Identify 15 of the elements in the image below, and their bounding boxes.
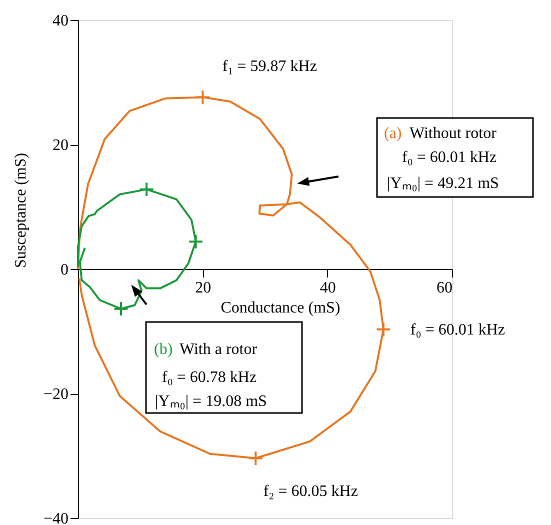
x-tick-label: 20 — [195, 280, 212, 296]
annotation: (b) With a rotor f₀ = 60.78 kHz |Yₘ₀| = 19.08 mS — [154, 341, 267, 410]
annotation: f₂ = 60.05 kHz — [263, 483, 358, 500]
x-tick-label: 40 — [320, 280, 336, 296]
y-tick-label: −20 — [43, 386, 68, 403]
y-axis-title: Susceptance (mS) — [12, 152, 30, 268]
x-axis-title: Conductance (mS) — [220, 300, 340, 316]
y-tick-label: 20 — [52, 137, 68, 154]
y-tick-label: 40 — [52, 12, 68, 30]
x-tick-label: 60 — [436, 280, 452, 296]
annotation: f₀ = 60.01 kHz — [410, 321, 506, 338]
annotation: (a) Without rotor f₀ = 60.01 kHz |Yₘ₀| = 49.21 mS — [384, 125, 499, 192]
annotation: f₁ = 59.87 kHz — [222, 58, 317, 76]
y-tick-label: 0 — [60, 262, 68, 278]
y-tick-label: −40 — [43, 510, 68, 525]
